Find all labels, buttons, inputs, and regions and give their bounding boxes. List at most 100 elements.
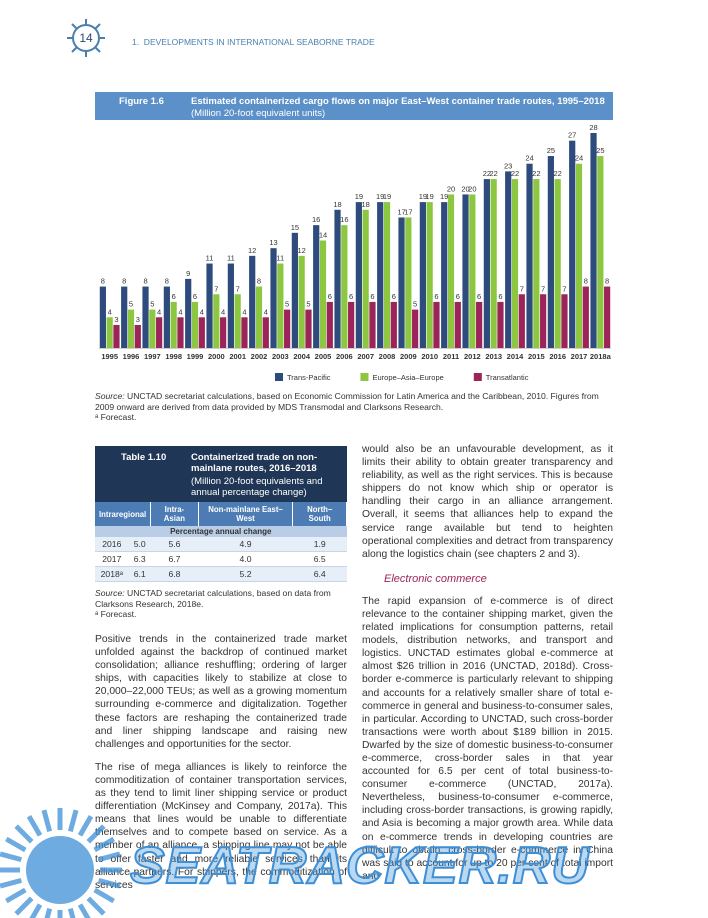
table-subtitle: (Million 20-foot equivalents and annual … [191, 476, 323, 498]
column-header: Intra-Asian [150, 502, 199, 526]
bar [604, 286, 611, 348]
bar [533, 179, 540, 348]
value-label: 4 [221, 307, 225, 316]
source-text: UNCTAD secretariat calculations, based o… [95, 588, 331, 609]
value-label: 3 [114, 315, 118, 324]
value-label: 8 [257, 277, 261, 286]
ray [14, 824, 34, 844]
header-row: Intraregional Intra-Asian Non-mainlane Eas… [95, 502, 347, 526]
bar [476, 301, 483, 348]
value-label: 6 [434, 292, 438, 301]
x-tick-label: 2012 [464, 352, 481, 361]
running-title: 1. DEVELOPMENTS IN INTERNATIONAL SEABORN… [132, 37, 375, 47]
x-tick-label: 2013 [485, 352, 502, 361]
table-cell: 6.5 [313, 554, 326, 564]
bar [497, 301, 504, 348]
bar [163, 286, 170, 348]
value-label: 25 [596, 146, 604, 155]
bar [433, 301, 440, 348]
bar [483, 179, 490, 348]
table-block: Table 1.10 Containerized trade on non-mai… [95, 446, 347, 582]
x-tick-label: 2015 [528, 352, 545, 361]
bar [518, 294, 525, 348]
value-label: 27 [568, 131, 576, 140]
value-label: 6 [172, 292, 176, 301]
bar [249, 255, 256, 348]
figure-subtitle: (Million 20-foot equivalent units) [191, 108, 326, 119]
table-cell: 2017 [102, 554, 122, 564]
value-label: 7 [236, 284, 240, 293]
value-label: 8 [584, 277, 588, 286]
value-label: 22 [489, 169, 497, 178]
bar [220, 317, 227, 348]
table-cell: 2018ᵃ [100, 569, 123, 579]
bar [597, 156, 604, 348]
bar [99, 286, 106, 348]
bar [156, 317, 163, 348]
x-tick-label: 2001 [229, 352, 246, 361]
value-label: 16 [312, 215, 320, 224]
value-label: 4 [157, 307, 161, 316]
bar [383, 202, 391, 348]
value-label: 11 [227, 254, 235, 263]
value-label: 17 [397, 207, 405, 216]
paragraph: Positive trends in the containerized tra… [95, 634, 347, 750]
paragraph: The rapid expansion of e-commerce is of … [362, 595, 613, 882]
table-cell: 6.8 [168, 569, 181, 579]
value-label: 8 [605, 277, 609, 286]
value-label: 6 [328, 292, 332, 301]
x-tick-label: 2011 [443, 352, 459, 361]
value-label: 6 [392, 292, 396, 301]
value-label: 7 [214, 284, 218, 293]
value-label: 20 [468, 184, 476, 193]
bar [575, 163, 583, 348]
table-cell: 4.9 [239, 539, 252, 549]
figure-label: Figure 1.6 [119, 96, 164, 107]
bar [198, 317, 205, 348]
bar [341, 225, 348, 348]
value-label: 4 [200, 307, 204, 316]
bar [554, 179, 561, 348]
legend-swatch [275, 373, 283, 381]
value-label: 24 [525, 154, 533, 163]
bar [319, 240, 327, 348]
bar [177, 317, 184, 348]
figure-title: Estimated containerized cargo flows on m… [191, 96, 605, 107]
watermark-sun [0, 808, 122, 918]
x-tick-label: 2018a [590, 352, 612, 361]
bar [262, 317, 269, 348]
bar [419, 202, 426, 348]
bar [547, 156, 554, 348]
value-label: 18 [333, 200, 341, 209]
table-cell: 6.4 [313, 569, 326, 579]
bar [270, 248, 277, 348]
bar [441, 202, 448, 348]
value-label: 15 [291, 223, 299, 232]
ray [77, 903, 91, 918]
table-row: 2017 6.3 6.7 4.0 6.5 [95, 551, 347, 567]
value-label: 4 [108, 307, 112, 316]
note: ᵃ Forecast. [95, 609, 137, 619]
value-label: 25 [547, 146, 555, 155]
ray [5, 887, 27, 904]
column-header: Intraregional [95, 502, 152, 526]
x-tick-label: 2014 [507, 352, 525, 361]
bar [185, 278, 192, 348]
ray [44, 907, 53, 918]
value-label: 6 [477, 292, 481, 301]
right-column: would also be an unfavourable developmen… [362, 443, 613, 893]
value-label: 5 [285, 300, 289, 309]
x-tick-label: 2000 [208, 352, 225, 361]
paragraph: The rise of mega alliances is likely to … [95, 761, 347, 891]
bar [526, 163, 533, 348]
subheader-row: Percentage annual change [95, 526, 347, 537]
source-label: Source: [95, 391, 125, 401]
table-label: Table 1.10 [121, 452, 167, 463]
value-label: 22 [511, 169, 519, 178]
bar [334, 209, 341, 348]
table-cell: 5.2 [239, 569, 252, 579]
bar [241, 317, 248, 348]
x-tick-label: 2009 [400, 352, 417, 361]
x-tick-label: 1996 [123, 352, 140, 361]
